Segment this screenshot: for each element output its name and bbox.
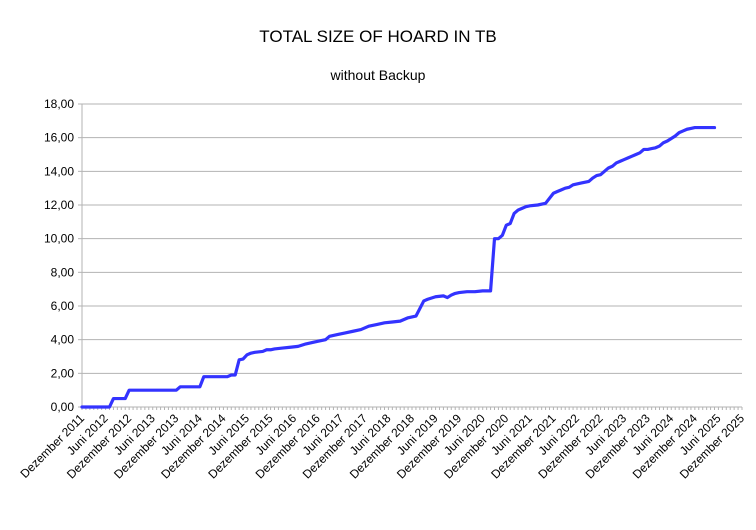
series-line [80, 125, 717, 409]
y-tick-label: 12,00 [44, 198, 74, 212]
chart-title: TOTAL SIZE OF HOARD IN TB [259, 27, 497, 46]
y-tick-label: 2,00 [51, 366, 75, 380]
y-tick-label: 8,00 [51, 265, 75, 279]
y-tick-label: 16,00 [44, 131, 74, 145]
y-tick-label: 4,00 [51, 333, 75, 347]
series-layer [80, 125, 717, 409]
y-tick-label: 0,00 [51, 400, 75, 414]
chart-subtitle: without Backup [330, 67, 426, 83]
y-tick-label: 14,00 [44, 164, 74, 178]
grid-lines [82, 103, 742, 408]
y-tick-label: 18,00 [44, 97, 74, 111]
y-tick-label: 10,00 [44, 232, 74, 246]
y-tick-label: 6,00 [51, 299, 75, 313]
y-tick-labels: 0,00 2,00 4,00 6,00 8,00 10,00 12,00 14,00 16,00… [44, 97, 74, 414]
axes [78, 103, 743, 410]
